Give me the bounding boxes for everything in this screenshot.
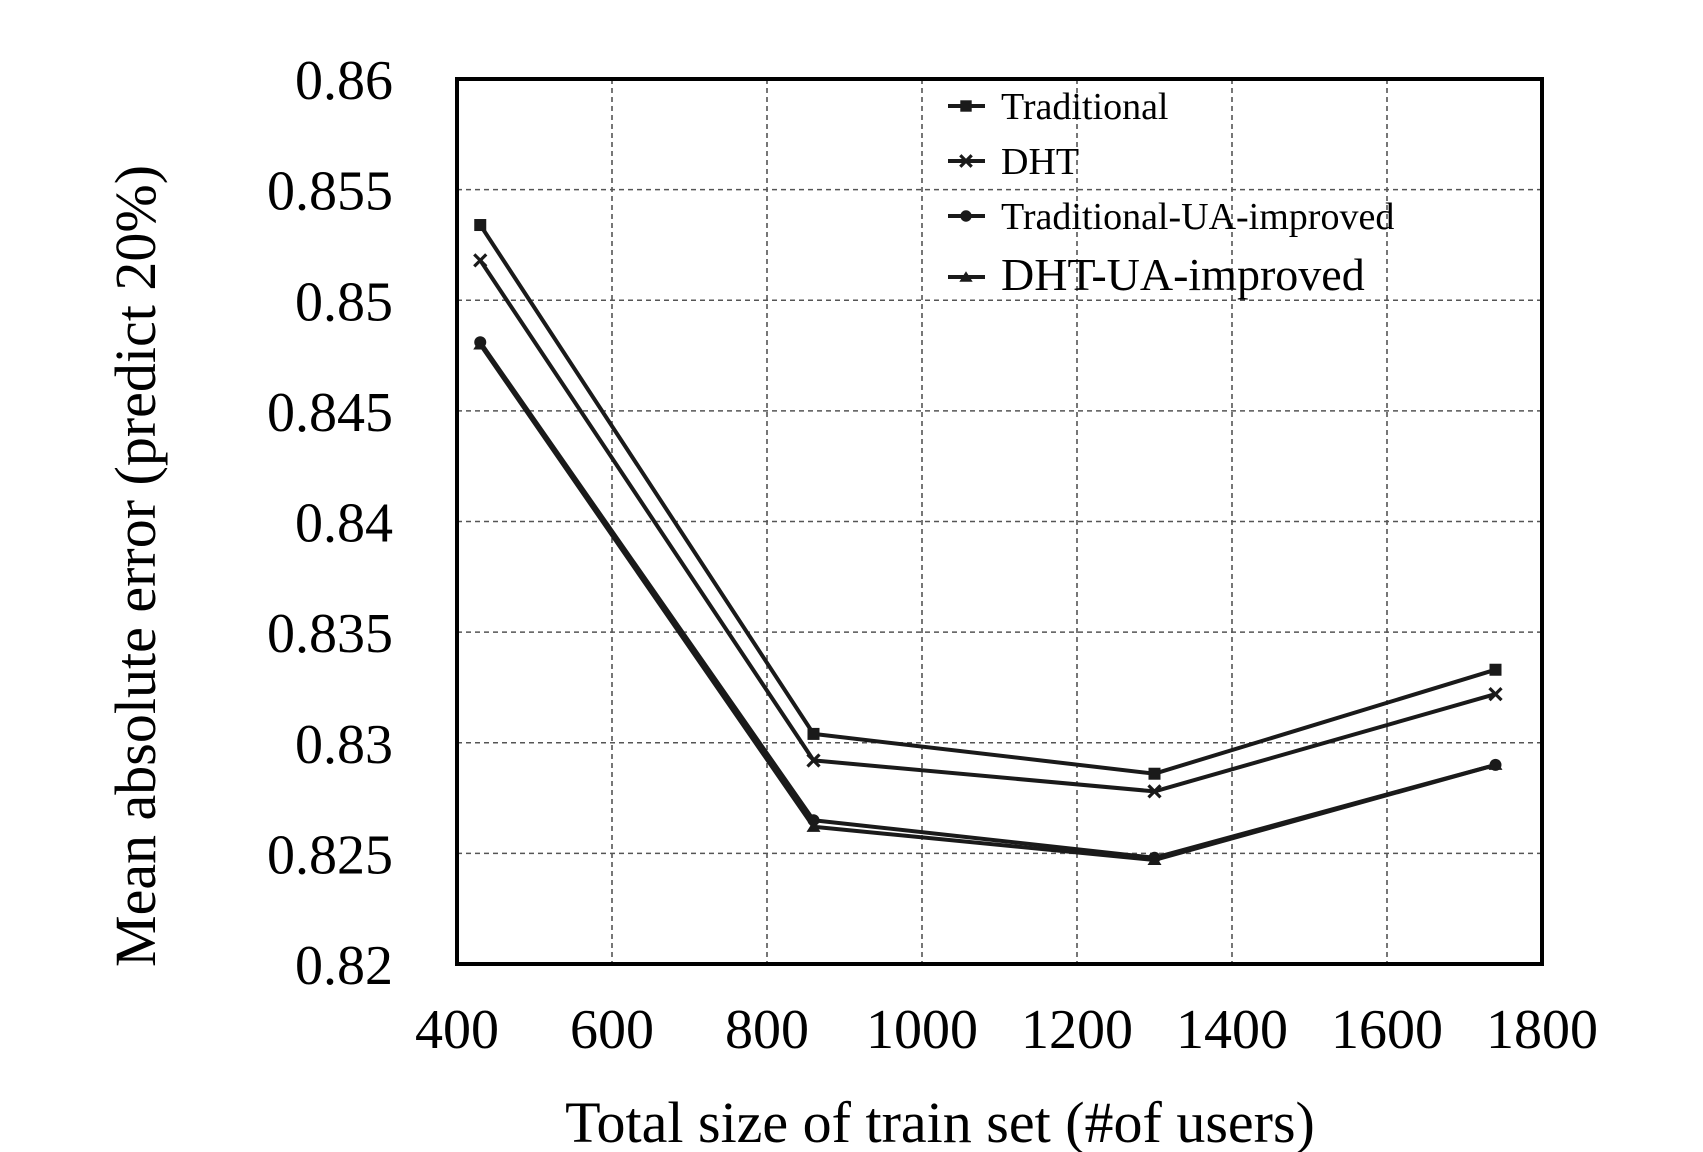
y-tick-label: 0.835 xyxy=(267,603,393,665)
x-tick-label: 400 xyxy=(415,999,499,1061)
y-tick-label: 0.855 xyxy=(267,161,393,223)
series-1-point xyxy=(1148,767,1161,780)
x-tick-label: 800 xyxy=(725,999,809,1061)
series-line-4 xyxy=(478,343,1497,862)
series-group xyxy=(473,219,1503,866)
y-tick-label: 0.845 xyxy=(267,382,393,444)
x-axis-tick-labels: 400 600 800 1000 1200 1400 1600 1800 xyxy=(415,999,1598,1061)
y-axis-title: Mean absolute error (predict 20%) xyxy=(103,165,168,967)
legend-marker-3 xyxy=(960,210,972,222)
plot-area-frame xyxy=(455,77,1544,966)
legend-label-3: Traditional-UA-improved xyxy=(1001,196,1394,238)
legend-label-1: Traditional xyxy=(1001,86,1169,128)
legend-marker-4 xyxy=(959,271,973,282)
x-tick-label: 1600 xyxy=(1331,999,1443,1061)
series-1-point xyxy=(1489,663,1502,676)
series-2-point xyxy=(1488,686,1503,702)
x-tick-label: 1200 xyxy=(1021,999,1133,1061)
series-4-point xyxy=(473,338,488,350)
legend: Traditional DHT Traditional-UA-improved DHT… xyxy=(948,86,1394,300)
legend-label-2: DHT xyxy=(1001,141,1079,183)
y-tick-label: 0.83 xyxy=(295,714,393,776)
series-line-2 xyxy=(478,259,1497,794)
series-2-point xyxy=(1147,784,1162,799)
series-line-3 xyxy=(478,341,1497,860)
x-axis-title: Total size of train set (#of users) xyxy=(565,1090,1315,1152)
legend-marker-2 xyxy=(959,154,973,168)
x-tick-label: 1800 xyxy=(1486,999,1598,1061)
x-tick-label: 1000 xyxy=(866,999,978,1061)
series-line-1 xyxy=(478,223,1497,776)
y-tick-label: 0.82 xyxy=(295,935,393,997)
y-tick-label: 0.825 xyxy=(267,824,393,886)
legend-label-4: DHT-UA-improved xyxy=(1001,249,1365,300)
series-2-point xyxy=(806,753,821,768)
x-tick-label: 600 xyxy=(570,999,654,1061)
y-tick-label: 0.86 xyxy=(295,50,393,112)
series-4-point xyxy=(1147,854,1162,866)
y-tick-label: 0.85 xyxy=(295,271,393,333)
series-2-point xyxy=(473,253,488,268)
y-axis-tick-labels: 0.82 0.825 0.83 0.835 0.84 0.845 0.85 0.855 0.86 xyxy=(267,50,393,997)
grid xyxy=(457,79,1542,964)
x-tick-label: 1400 xyxy=(1176,999,1288,1061)
y-tick-label: 0.84 xyxy=(295,493,393,555)
series-1-point xyxy=(474,219,487,232)
series-4-point xyxy=(806,820,821,832)
series-1-point xyxy=(807,727,820,740)
legend-marker-1 xyxy=(960,100,972,112)
series-4-point xyxy=(1488,758,1503,770)
